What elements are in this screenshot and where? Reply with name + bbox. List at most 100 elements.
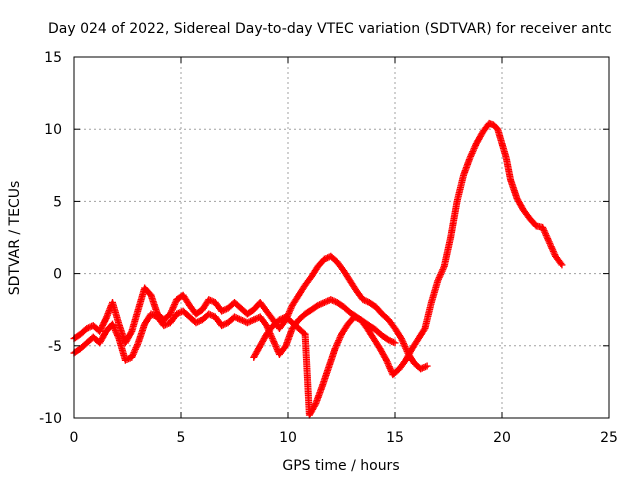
x-tick-label: 20 bbox=[493, 430, 511, 446]
data-marker bbox=[150, 311, 158, 319]
x-tick-labels: 0 5 10 15 20 25 bbox=[70, 430, 618, 446]
data-marker bbox=[245, 318, 253, 326]
data-marker bbox=[268, 333, 276, 341]
data-marker bbox=[168, 307, 176, 315]
data-marker bbox=[110, 323, 118, 331]
data-marker bbox=[418, 364, 426, 372]
data-marker bbox=[331, 345, 339, 353]
data-marker bbox=[542, 230, 550, 238]
data-marker bbox=[467, 151, 475, 159]
data-marker bbox=[121, 356, 129, 364]
data-marker bbox=[273, 344, 281, 352]
data-marker bbox=[468, 149, 476, 157]
data-marker bbox=[354, 314, 362, 322]
data-marker bbox=[286, 306, 294, 314]
data-marker bbox=[337, 332, 345, 340]
data-marker bbox=[471, 143, 479, 151]
data-marker bbox=[171, 300, 179, 308]
data-marker bbox=[438, 267, 446, 275]
data-marker bbox=[385, 361, 393, 369]
data-marker bbox=[221, 306, 229, 314]
y-tick-label: 0 bbox=[53, 267, 62, 283]
data-marker bbox=[544, 235, 552, 243]
data-marker bbox=[231, 313, 238, 321]
data-marker bbox=[421, 363, 429, 371]
data-marker bbox=[400, 341, 408, 349]
data-marker bbox=[194, 318, 202, 326]
data-marker bbox=[558, 261, 566, 269]
data-marker bbox=[163, 320, 171, 328]
data-marker bbox=[237, 316, 245, 324]
data-marker bbox=[247, 317, 255, 325]
data-marker bbox=[271, 341, 279, 349]
data-marker bbox=[240, 317, 248, 325]
data-marker bbox=[539, 225, 547, 233]
data-marker bbox=[330, 297, 338, 305]
y-axis-label: SDTVAR / TECUs bbox=[7, 181, 23, 296]
data-marker bbox=[434, 277, 442, 285]
x-tick-label: 15 bbox=[386, 430, 404, 446]
data-marker bbox=[84, 324, 92, 332]
axis-ticks bbox=[73, 56, 610, 419]
data-marker bbox=[549, 247, 557, 255]
data-marker bbox=[550, 249, 558, 257]
data-marker bbox=[383, 358, 391, 366]
data-marker bbox=[149, 311, 157, 319]
x-axis-label: GPS time / hours bbox=[282, 458, 399, 474]
data-marker bbox=[389, 338, 397, 346]
data-marker bbox=[382, 355, 390, 363]
data-marker bbox=[322, 298, 330, 306]
data-marker bbox=[437, 269, 445, 277]
x-tick-label: 25 bbox=[600, 430, 618, 446]
data-marker bbox=[235, 315, 243, 323]
data-marker bbox=[436, 272, 444, 280]
data-marker bbox=[385, 363, 393, 371]
data-marker bbox=[542, 231, 550, 239]
data-marker bbox=[83, 324, 91, 332]
data-marker bbox=[171, 299, 179, 307]
data-marker bbox=[219, 321, 227, 329]
data-marker bbox=[285, 308, 293, 316]
data-marker bbox=[127, 329, 135, 337]
data-marker bbox=[133, 342, 141, 350]
data-marker bbox=[248, 317, 256, 325]
data-marker bbox=[128, 353, 136, 361]
data-marker bbox=[129, 350, 137, 358]
data-marker bbox=[334, 338, 342, 346]
data-marker bbox=[288, 303, 296, 311]
data-marker bbox=[417, 365, 425, 373]
data-marker bbox=[435, 274, 443, 282]
data-marker bbox=[466, 154, 474, 162]
data-marker bbox=[232, 314, 240, 322]
data-marker bbox=[268, 334, 276, 342]
data-marker bbox=[549, 246, 557, 254]
data-marker bbox=[133, 341, 141, 349]
data-marker bbox=[397, 335, 405, 343]
data-marker bbox=[125, 355, 133, 363]
data-marker bbox=[208, 297, 216, 305]
data-marker bbox=[391, 339, 399, 347]
data-marker bbox=[322, 254, 330, 262]
data-marker bbox=[399, 338, 407, 346]
data-marker bbox=[320, 255, 328, 263]
data-marker bbox=[269, 336, 277, 344]
data-marker bbox=[541, 228, 549, 236]
data-marker bbox=[270, 338, 278, 346]
series-track-a bbox=[70, 252, 431, 373]
data-marker bbox=[316, 301, 324, 309]
data-marker bbox=[239, 317, 247, 325]
y-tick-label: -5 bbox=[48, 339, 62, 355]
data-marker bbox=[263, 322, 271, 330]
data-marker bbox=[437, 270, 445, 278]
data-marker bbox=[250, 316, 258, 324]
data-marker bbox=[205, 296, 213, 304]
data-marker bbox=[469, 148, 477, 156]
y-tick-label: 15 bbox=[44, 50, 62, 66]
data-marker bbox=[314, 301, 322, 309]
data-marker bbox=[335, 335, 343, 343]
data-marker bbox=[548, 244, 556, 252]
data-marker bbox=[420, 363, 428, 371]
x-tick-label: 10 bbox=[279, 430, 297, 446]
